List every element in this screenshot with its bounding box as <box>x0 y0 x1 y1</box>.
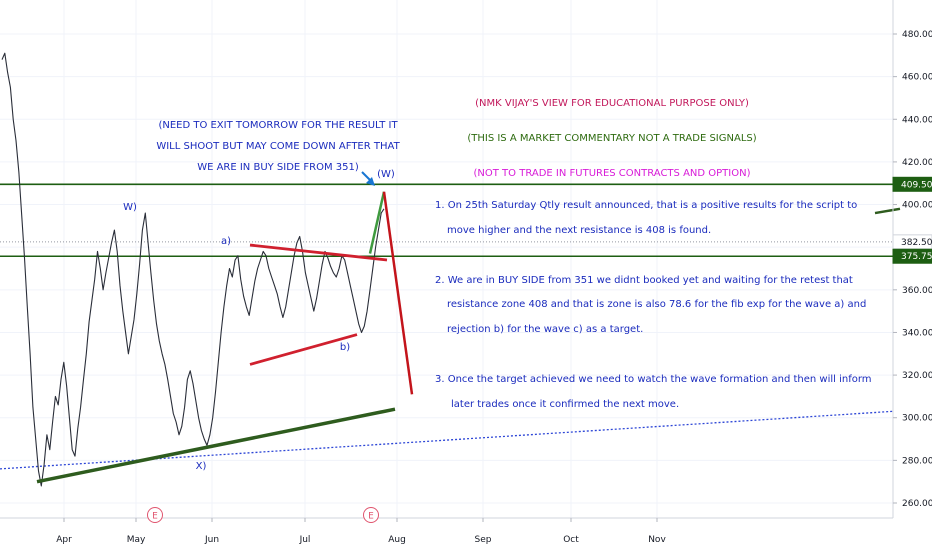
price-tick-label-7: 400.00 <box>902 201 932 211</box>
support-trendline <box>36 407 396 484</box>
price-tick-label-8: 420.00 <box>902 158 932 168</box>
event-badge-label-1: E <box>368 512 374 522</box>
right-title-1: (THIS IS A MARKET COMMENTARY NOT A TRADE… <box>467 133 756 144</box>
price-tag-box-0 <box>892 176 932 192</box>
wave-labels: W) a) b) X) (W) <box>123 169 395 472</box>
triangle-upper-line <box>249 243 388 262</box>
time-tick-label-6: Oct <box>563 535 579 545</box>
commentary-line-2: 2. We are in BUY SIDE from 351 we didnt … <box>435 275 853 286</box>
time-tick-label-4: Aug <box>388 535 406 545</box>
price-tick-label-2: 300.00 <box>902 414 932 424</box>
commentary-line-5: 3. Once the target achieved we need to w… <box>435 374 872 385</box>
event-badge-circle-0 <box>147 507 163 523</box>
time-tick-label-5: Sep <box>475 535 492 545</box>
time-tick-label-3: Jul <box>299 535 311 545</box>
projection-up-line <box>368 191 386 254</box>
wave-label-3: X) <box>196 461 207 472</box>
price-tags: 409.50 382.50 375.75 <box>892 176 932 264</box>
price-tick-label-0: 260.00 <box>902 499 932 509</box>
chart-annotations: (NEED TO EXIT TOMORROW FOR THE RESULT IT… <box>156 98 871 410</box>
price-tick-label-5: 360.00 <box>902 286 932 296</box>
price-tick-label-9: 440.00 <box>902 115 932 125</box>
event-badge-circle-1 <box>363 507 379 523</box>
price-tick-label-3: 320.00 <box>902 371 932 381</box>
price-axis[interactable]: 260.00280.00300.00320.00340.00360.00380.… <box>892 0 932 518</box>
time-axis[interactable]: Apr May Jun Jul Aug Sep Oct Nov <box>0 517 893 545</box>
price-tag-label-2: 375.75 <box>901 252 932 262</box>
arrow-head <box>366 177 375 186</box>
projection-down-line <box>382 191 414 395</box>
commentary-line-4: rejection b) for the wave c) as a target… <box>447 324 643 335</box>
time-tick-label-2: Jun <box>204 535 219 545</box>
commentary-line-6: later trades once it confirmed the next … <box>451 399 679 410</box>
right-title-0: (NMK VIJAY'S VIEW FOR EDUCATIONAL PURPOS… <box>475 98 749 109</box>
left-annotation-0: (NEED TO EXIT TOMORROW FOR THE RESULT IT <box>158 120 398 131</box>
time-tick-label-7: Nov <box>648 535 666 545</box>
price-tick-label-10: 460.00 <box>902 73 932 83</box>
price-tag-label-1: 382.50 <box>901 238 932 248</box>
left-annotation-1: WILL SHOOT BUT MAY COME DOWN AFTER THAT <box>156 141 400 152</box>
price-series <box>1 52 385 487</box>
right-green-segment <box>874 207 901 215</box>
wave-label-4: (W) <box>377 169 395 180</box>
wave-label-0: W) <box>123 202 137 213</box>
commentary-line-3: resistance zone 408 and that is zone is … <box>447 299 866 310</box>
price-tick-label-1: 280.00 <box>902 456 932 466</box>
price-tag-label-0: 409.50 <box>901 180 932 190</box>
price-levels <box>0 183 893 258</box>
wave-label-1: a) <box>221 236 231 247</box>
commentary-line-0: 1. On 25th Saturday Qtly result announce… <box>435 200 857 211</box>
chart-drawings <box>36 171 901 484</box>
event-badge-label-0: E <box>152 512 158 522</box>
triangle-lower-line <box>249 333 358 366</box>
right-title-2: (NOT TO TRADE IN FUTURES CONTRACTS AND O… <box>474 168 751 179</box>
left-annotation-2: WE ARE IN BUY SIDE FROM 351) <box>197 162 359 173</box>
chart-grid <box>0 0 893 518</box>
price-tag-box-2 <box>892 248 932 264</box>
price-line <box>1 52 385 487</box>
price-tick-label-11: 480.00 <box>902 30 932 40</box>
time-tick-label-0: Apr <box>56 535 72 545</box>
commentary-line-1: move higher and the next resistance is 4… <box>447 225 711 236</box>
time-tick-label-1: May <box>127 535 146 545</box>
wave-label-2: b) <box>340 342 350 353</box>
price-tick-label-4: 340.00 <box>902 328 932 338</box>
